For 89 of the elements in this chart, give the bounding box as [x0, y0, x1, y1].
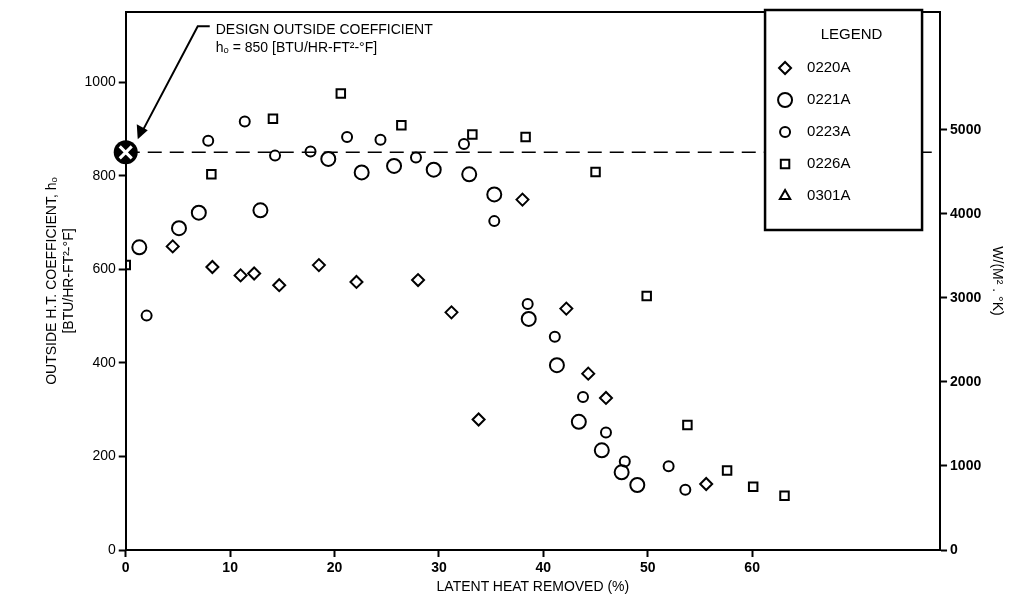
- point: [233, 268, 248, 283]
- point: [238, 115, 251, 128]
- x-tick-label: 30: [431, 559, 447, 576]
- point: [396, 119, 407, 131]
- y2-tick-label: 4000: [950, 204, 982, 221]
- point: [467, 129, 478, 140]
- x-tick-label: 20: [326, 559, 343, 576]
- point: [386, 157, 403, 174]
- point: [247, 266, 262, 281]
- point: [548, 330, 561, 343]
- point: [598, 390, 613, 405]
- point: [488, 215, 501, 228]
- point: [461, 166, 478, 183]
- point: [721, 465, 733, 476]
- point: [747, 481, 759, 493]
- point: [662, 460, 675, 473]
- point: [269, 149, 282, 162]
- y2-tick-label: 5000: [950, 120, 982, 137]
- annotation: DESIGN OUTSIDE COEFFICIENT hₒ = 850 [BTU/HR-FT²-°F]: [215, 21, 434, 55]
- point: [411, 273, 426, 288]
- point: [613, 464, 630, 481]
- point: [341, 130, 354, 143]
- point: [515, 192, 530, 207]
- point: [202, 134, 215, 147]
- point: [486, 186, 503, 203]
- point: [349, 274, 364, 289]
- point: [679, 483, 692, 496]
- y-tick-label: 800: [92, 166, 116, 183]
- legend-label: 0301A: [807, 186, 851, 204]
- point: [599, 426, 612, 439]
- y-tick-label: 600: [92, 260, 116, 277]
- point: [577, 391, 590, 404]
- point: [170, 220, 187, 237]
- point: [311, 258, 326, 273]
- point: [590, 166, 601, 178]
- y2-tick-label: 2000: [950, 372, 982, 389]
- point: [353, 164, 370, 181]
- x-tick-label: 60: [744, 559, 761, 576]
- y2-tick-label: 0: [950, 540, 959, 557]
- y-tick-label: 400: [92, 353, 116, 370]
- point: [425, 161, 442, 178]
- point: [335, 88, 347, 99]
- legend-label: 0220A: [807, 58, 851, 76]
- point: [581, 366, 596, 381]
- x-axis-title: LATENT HEAT REMOVED (%): [436, 578, 630, 595]
- point: [521, 297, 534, 310]
- point: [520, 131, 531, 143]
- point: [267, 113, 279, 124]
- point: [641, 290, 652, 302]
- y2-tick-label: 1000: [950, 456, 982, 473]
- point: [570, 413, 587, 430]
- point: [320, 150, 337, 167]
- point: [458, 137, 470, 150]
- y2-tick-label: 3000: [950, 288, 982, 305]
- point: [548, 357, 565, 374]
- point: [409, 151, 422, 164]
- point: [593, 442, 610, 459]
- y-tick-label: 0: [107, 540, 116, 557]
- legend-title: LEGEND: [820, 25, 883, 43]
- point: [252, 202, 269, 219]
- y-axis-title: OUTSIDE H.T. COEFFICIENT, hₒ [BTU/HR-FT²-°F]: [43, 177, 77, 385]
- y-tick-label: 200: [92, 447, 116, 464]
- point: [520, 310, 537, 327]
- x-tick-label: 0: [121, 559, 130, 576]
- x-tick-label: 10: [222, 559, 239, 576]
- legend-label: 0223A: [807, 122, 851, 140]
- point: [471, 412, 486, 427]
- point: [699, 477, 714, 492]
- legend-label: 0221A: [807, 90, 851, 108]
- point: [131, 239, 148, 256]
- point: [559, 301, 574, 316]
- point: [205, 259, 220, 274]
- legend-label: 0226A: [807, 154, 851, 172]
- x-tick-label: 40: [535, 559, 552, 576]
- point: [682, 419, 693, 431]
- point: [374, 133, 387, 146]
- y2-axis-title: W/(M² . °K): [989, 246, 1006, 316]
- point: [779, 490, 790, 501]
- point: [272, 278, 287, 293]
- point: [190, 204, 207, 221]
- point: [629, 476, 646, 493]
- point: [444, 305, 459, 320]
- point: [618, 455, 631, 468]
- point: [206, 169, 217, 180]
- point: [304, 145, 317, 158]
- point: [165, 239, 180, 254]
- y-tick-label: 1000: [84, 73, 116, 90]
- x-tick-label: 50: [639, 559, 656, 576]
- point: [140, 309, 153, 322]
